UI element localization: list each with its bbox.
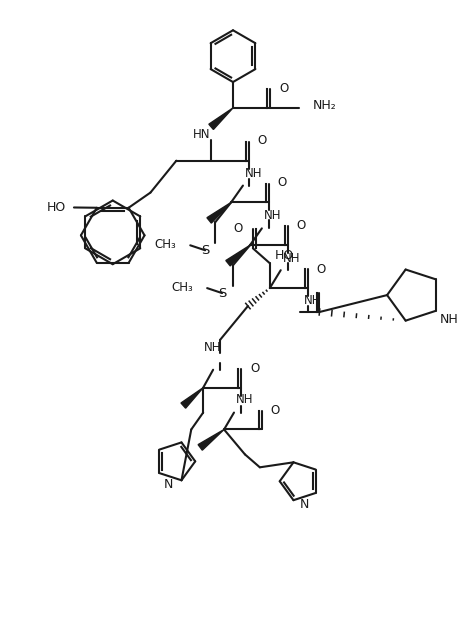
Text: O: O xyxy=(280,82,289,94)
Polygon shape xyxy=(198,430,224,450)
Text: CH₃: CH₃ xyxy=(155,238,177,251)
Text: NH: NH xyxy=(304,293,321,306)
Polygon shape xyxy=(226,246,250,266)
Text: NH: NH xyxy=(283,252,300,265)
Text: HO: HO xyxy=(275,249,294,262)
Text: NH: NH xyxy=(203,342,221,354)
Text: O: O xyxy=(317,263,326,276)
Text: O: O xyxy=(258,134,267,148)
Text: S: S xyxy=(201,244,209,257)
Polygon shape xyxy=(181,387,203,408)
Text: NH: NH xyxy=(245,167,262,180)
Text: O: O xyxy=(297,219,306,232)
Polygon shape xyxy=(207,202,231,223)
Text: N: N xyxy=(164,478,173,490)
Text: O: O xyxy=(250,362,259,376)
Text: HO: HO xyxy=(46,201,66,214)
Text: HN: HN xyxy=(192,128,210,141)
Text: O: O xyxy=(271,404,280,417)
Text: S: S xyxy=(218,286,226,300)
Text: N: N xyxy=(300,497,309,511)
Text: NH: NH xyxy=(264,209,282,222)
Text: O: O xyxy=(234,222,243,235)
Text: NH₂: NH₂ xyxy=(312,99,336,112)
Text: CH₃: CH₃ xyxy=(171,281,193,294)
Polygon shape xyxy=(209,108,233,129)
Text: NH: NH xyxy=(440,313,459,327)
Text: O: O xyxy=(278,176,287,189)
Text: NH: NH xyxy=(236,393,254,406)
